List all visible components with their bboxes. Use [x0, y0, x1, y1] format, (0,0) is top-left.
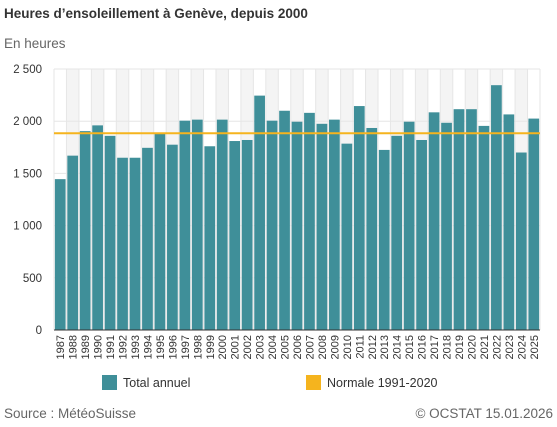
bar-1995 [154, 133, 166, 330]
bar-2010 [341, 143, 353, 330]
x-tick-label: 2022 [491, 335, 503, 359]
bar-2011 [353, 106, 365, 330]
bar-2007 [304, 112, 315, 331]
bar-2000 [216, 119, 228, 330]
chart-title: Heures d’ensoleillement à Genève, depuis… [4, 6, 308, 21]
x-tick-label: 2019 [454, 335, 466, 359]
bar-1987 [54, 179, 66, 330]
bar-2019 [453, 109, 465, 330]
x-tick-label: 1994 [142, 335, 154, 359]
legend-normale[interactable]: Normale 1991-2020 [306, 375, 438, 390]
x-tick-label: 2001 [230, 335, 242, 359]
x-tick-label: 2015 [404, 335, 416, 359]
legend-bar-swatch [102, 375, 117, 390]
y-tick-label: 1 000 [13, 221, 42, 233]
x-tick-label: 2002 [242, 335, 254, 359]
legend-normal-swatch [306, 375, 321, 390]
x-tick-label: 2023 [504, 335, 516, 359]
source-note: Source : MétéoSuisse [4, 406, 137, 421]
bar-2024 [515, 152, 527, 330]
bar-2015 [403, 121, 415, 330]
bar-2022 [491, 85, 502, 330]
bar-1999 [204, 146, 216, 330]
bar-2023 [503, 114, 515, 330]
bar-1992 [117, 157, 128, 330]
bar-1991 [104, 135, 116, 330]
y-tick-label: 1 500 [13, 168, 42, 180]
bar-1989 [79, 131, 91, 330]
x-tick-label: 2024 [516, 335, 528, 359]
unit-label: En heures [4, 36, 66, 51]
x-tick-label: 1999 [205, 335, 217, 359]
bar-2001 [229, 141, 241, 330]
bar-2016 [416, 139, 427, 330]
x-tick-label: 1988 [68, 335, 80, 359]
x-tick-label: 1992 [118, 335, 130, 359]
x-tick-label: 2017 [429, 335, 441, 359]
bar-2012 [366, 127, 378, 331]
bar-2025 [528, 118, 540, 330]
x-tick-label: 1998 [192, 335, 204, 359]
x-tick-label: 2009 [329, 335, 341, 359]
bar-1993 [129, 157, 141, 330]
x-tick-label: 2014 [392, 335, 404, 359]
legend-total-annuel-label: Total annuel [123, 375, 191, 390]
y-tick-label: 2 500 [13, 64, 42, 76]
x-tick-label: 1990 [93, 335, 105, 359]
bar-2003 [254, 95, 265, 330]
x-tick-label: 1995 [155, 335, 167, 359]
bar-2018 [441, 122, 452, 331]
x-tick-label: 1991 [105, 335, 117, 359]
x-tick-label: 2021 [479, 335, 491, 359]
x-tick-label: 1987 [55, 335, 67, 359]
bar-2005 [279, 110, 290, 330]
x-tick-label: 2012 [367, 335, 379, 359]
bar-1997 [179, 120, 191, 330]
x-tick-label: 2020 [466, 335, 478, 359]
bar-2021 [478, 125, 490, 330]
bar-2020 [466, 109, 477, 330]
x-tick-label: 2004 [267, 335, 279, 359]
y-tick-label: 500 [23, 273, 42, 285]
bar-2002 [241, 139, 253, 330]
y-tick-label: 0 [36, 325, 42, 337]
x-tick-label: 2000 [217, 335, 229, 359]
x-tick-label: 2005 [280, 335, 292, 359]
bar-chart: 0 500 1 000 1 500 2 000 2 500 1987 1988 1989 1990… [13, 64, 541, 359]
x-tick-label: 2018 [442, 335, 454, 359]
copyright-note: © OCSTAT 15.01.2026 [415, 406, 553, 421]
bar-1988 [67, 155, 79, 330]
bar-2017 [428, 112, 440, 331]
x-tick-label: 1989 [80, 335, 92, 359]
bar-1994 [142, 147, 153, 330]
x-tick-label: 2013 [379, 335, 391, 359]
bar-2013 [378, 149, 390, 330]
bar-2006 [291, 121, 303, 330]
x-tick-label: 2010 [342, 335, 354, 359]
x-tick-label: 2008 [317, 335, 329, 359]
x-tick-label: 1993 [130, 335, 142, 359]
x-tick-label: 2006 [292, 335, 304, 359]
x-tick-label: 2016 [417, 335, 429, 359]
bar-1998 [191, 119, 203, 330]
x-tick-label: 1997 [180, 335, 192, 359]
x-tick-label: 2025 [529, 335, 541, 359]
bar-2004 [266, 120, 278, 330]
legend-total-annuel[interactable]: Total annuel [102, 375, 190, 390]
x-tick-label: 1996 [167, 335, 179, 359]
x-tick-label: 2011 [354, 335, 366, 359]
bar-1990 [92, 125, 103, 330]
x-tick-label: 2003 [255, 335, 267, 359]
bar-2009 [329, 119, 340, 330]
y-tick-label: 2 000 [13, 116, 42, 128]
bar-2014 [391, 135, 403, 330]
bar-1996 [167, 144, 178, 330]
bar-2008 [316, 123, 328, 330]
x-tick-label: 2007 [304, 335, 316, 359]
legend-normale-label: Normale 1991-2020 [327, 375, 438, 390]
